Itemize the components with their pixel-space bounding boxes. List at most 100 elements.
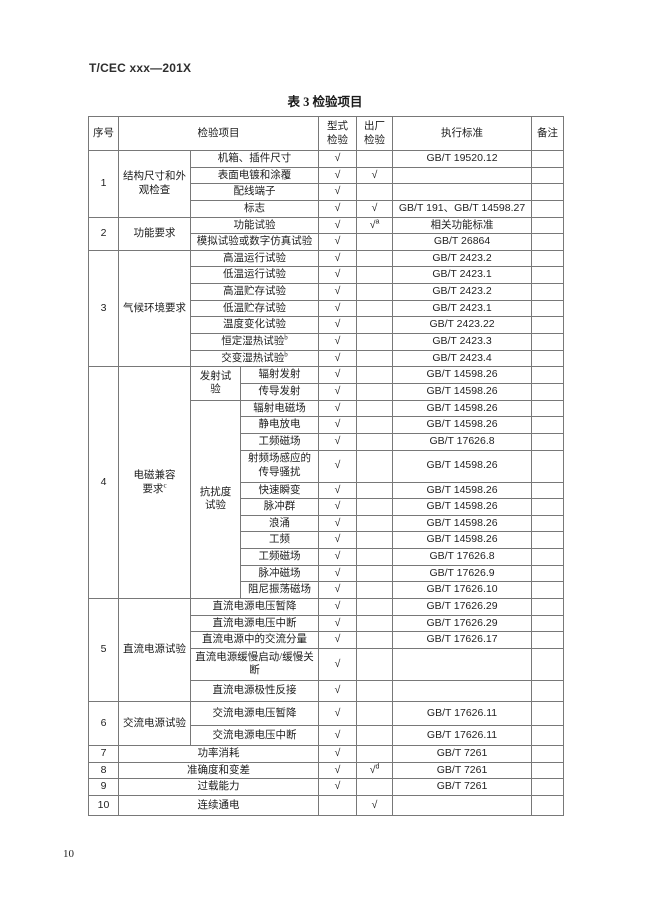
type-check-cell: √: [318, 150, 358, 168]
subcategory-label: 发射试验: [199, 370, 232, 396]
item-label: 恒定湿热试验: [221, 336, 285, 348]
type-check-cell: √: [318, 299, 358, 318]
table-row: 交变湿热试验b √ GB/T 2423.4: [89, 349, 565, 368]
factory-check-cell: √d: [356, 761, 394, 780]
type-check-cell: √: [318, 216, 358, 235]
table-row: 交流电源电压中断 √ GB/T 17626.11: [89, 724, 565, 746]
factory-check-cell: [356, 349, 394, 368]
col-header-type-test-label: 型式检验: [327, 120, 349, 146]
type-check-cell: √: [318, 432, 358, 451]
remark-cell: [531, 382, 565, 401]
type-check-cell: √: [318, 744, 358, 763]
table-row: 4 电磁兼容要求c 发射试验 辐射发射 √ GB/T 14598.26: [88, 366, 565, 600]
row-number-cell: 4: [88, 366, 119, 600]
factory-check-cell: [356, 744, 394, 763]
remark-cell: [531, 432, 565, 451]
type-check-cell: √: [318, 531, 358, 550]
factory-check-cell: [356, 382, 394, 401]
type-check-cell: √: [318, 724, 358, 746]
subcategory-cell: 发射试验: [190, 366, 241, 401]
col-header-factory-test: 出厂检验: [356, 116, 394, 151]
remark-cell: [531, 581, 565, 600]
standard-cell: GB/T 26864: [392, 233, 533, 251]
item-cell: 高温贮存试验: [189, 283, 320, 301]
type-check-cell: √: [318, 449, 358, 483]
remark-cell: [531, 150, 565, 168]
standard-cell: GB/T 14598.26: [392, 366, 533, 384]
col-header-factory-test-label: 出厂检验: [364, 120, 386, 146]
footnote-ref: d: [375, 763, 380, 771]
check-mark: √: [369, 218, 376, 231]
footnote-ref: b: [284, 333, 288, 342]
item-cell: 快速瞬变: [239, 481, 320, 500]
standard-cell: GB/T 17626.29: [392, 598, 533, 616]
type-check-cell: √: [318, 778, 358, 796]
footnote-ref: c: [163, 481, 167, 490]
category-label: 电磁兼容要求c: [131, 469, 179, 496]
item-cell: 工频磁场: [239, 432, 320, 451]
row-number-cell: 5: [88, 598, 119, 702]
standard-cell: GB/T 19520.12: [392, 150, 533, 168]
table-row: 表面电镀和涂覆 √ √: [89, 166, 565, 185]
row-number-cell: 1: [88, 150, 119, 218]
row-number-cell: 2: [88, 216, 119, 251]
factory-check-cell: [356, 399, 394, 418]
standard-cell: GB/T 2423.2: [392, 249, 533, 268]
standard-cell: GB/T 2423.2: [392, 283, 533, 301]
header-row: 序号 检验项目 型式检验 出厂检验 执行标准 备注: [88, 116, 565, 151]
factory-check-cell: √: [356, 166, 394, 185]
item-cell: 辐射电磁场: [239, 399, 320, 418]
table-row: 6 交流电源试验 交流电源电压暂降 √ GB/T 17626.11: [88, 700, 565, 746]
standard-cell: GB/T 17626.10: [392, 581, 533, 600]
remark-cell: [531, 416, 565, 434]
item-cell: 浪涌: [239, 514, 320, 533]
remark-cell: [531, 778, 565, 796]
standard-cell: GB/T 17626.11: [392, 724, 533, 746]
factory-check-cell: [356, 333, 394, 351]
remark-cell: [531, 744, 565, 763]
category-cell: 直流电源试验: [118, 598, 191, 702]
factory-check-cell: [356, 548, 394, 566]
standard-cell: GB/T 191、GB/T 14598.27: [392, 199, 533, 218]
standard-cell: GB/T 17626.29: [392, 614, 533, 633]
standard-cell: [392, 679, 533, 702]
inspection-items-table: 序号 检验项目 型式检验 出厂检验 执行标准 备注 1 结构尺寸和外观检查 机箱…: [88, 116, 565, 816]
factory-check-cell: [356, 299, 394, 318]
standard-cell: GB/T 14598.26: [392, 399, 533, 418]
item-cell: 直流电源电压暂降: [189, 598, 320, 616]
table-row: 2 功能要求 功能试验 √ √a 相关功能标准: [88, 216, 565, 251]
item-cell: 功能试验: [189, 216, 320, 235]
item-cell: 脉冲群: [239, 498, 320, 516]
col-header-item: 检验项目: [117, 116, 320, 151]
remark-cell: [531, 598, 565, 616]
type-check-cell: √: [318, 249, 358, 268]
factory-check-cell: [356, 150, 394, 168]
factory-check-cell: [356, 679, 394, 702]
remark-cell: [531, 366, 565, 384]
type-check-cell: √: [318, 399, 358, 418]
remark-cell: [531, 647, 565, 681]
item-cell: 脉冲磁场: [239, 564, 320, 583]
table-row: 8 准确度和变差 √ √d GB/T 7261: [88, 761, 565, 780]
factory-check-cell: [356, 778, 394, 796]
table-row: 浪涌 √ GB/T 14598.26: [89, 514, 565, 533]
subcategory-cell: 抗扰度试验: [190, 399, 241, 600]
remark-cell: [531, 316, 565, 335]
type-check-cell: √: [318, 349, 358, 368]
type-check-cell: √: [318, 366, 358, 384]
standard-cell: GB/T 14598.26: [392, 514, 533, 533]
factory-check-cell: [356, 581, 394, 600]
factory-check-cell: [356, 366, 394, 384]
factory-check-cell: [356, 598, 394, 616]
standard-cell: GB/T 14598.26: [392, 416, 533, 434]
table-row: 模拟试验或数字仿真试验 √ GB/T 26864: [89, 233, 565, 251]
remark-cell: [531, 249, 565, 268]
category-cell: 气候环境要求: [118, 249, 191, 368]
type-check-cell: √: [318, 614, 358, 633]
type-check-cell: √: [318, 183, 358, 201]
footnote-ref: a: [375, 218, 380, 226]
type-check-cell: √: [318, 382, 358, 401]
type-check-cell: √: [318, 700, 358, 726]
remark-cell: [531, 564, 565, 583]
factory-check-cell: [356, 514, 394, 533]
